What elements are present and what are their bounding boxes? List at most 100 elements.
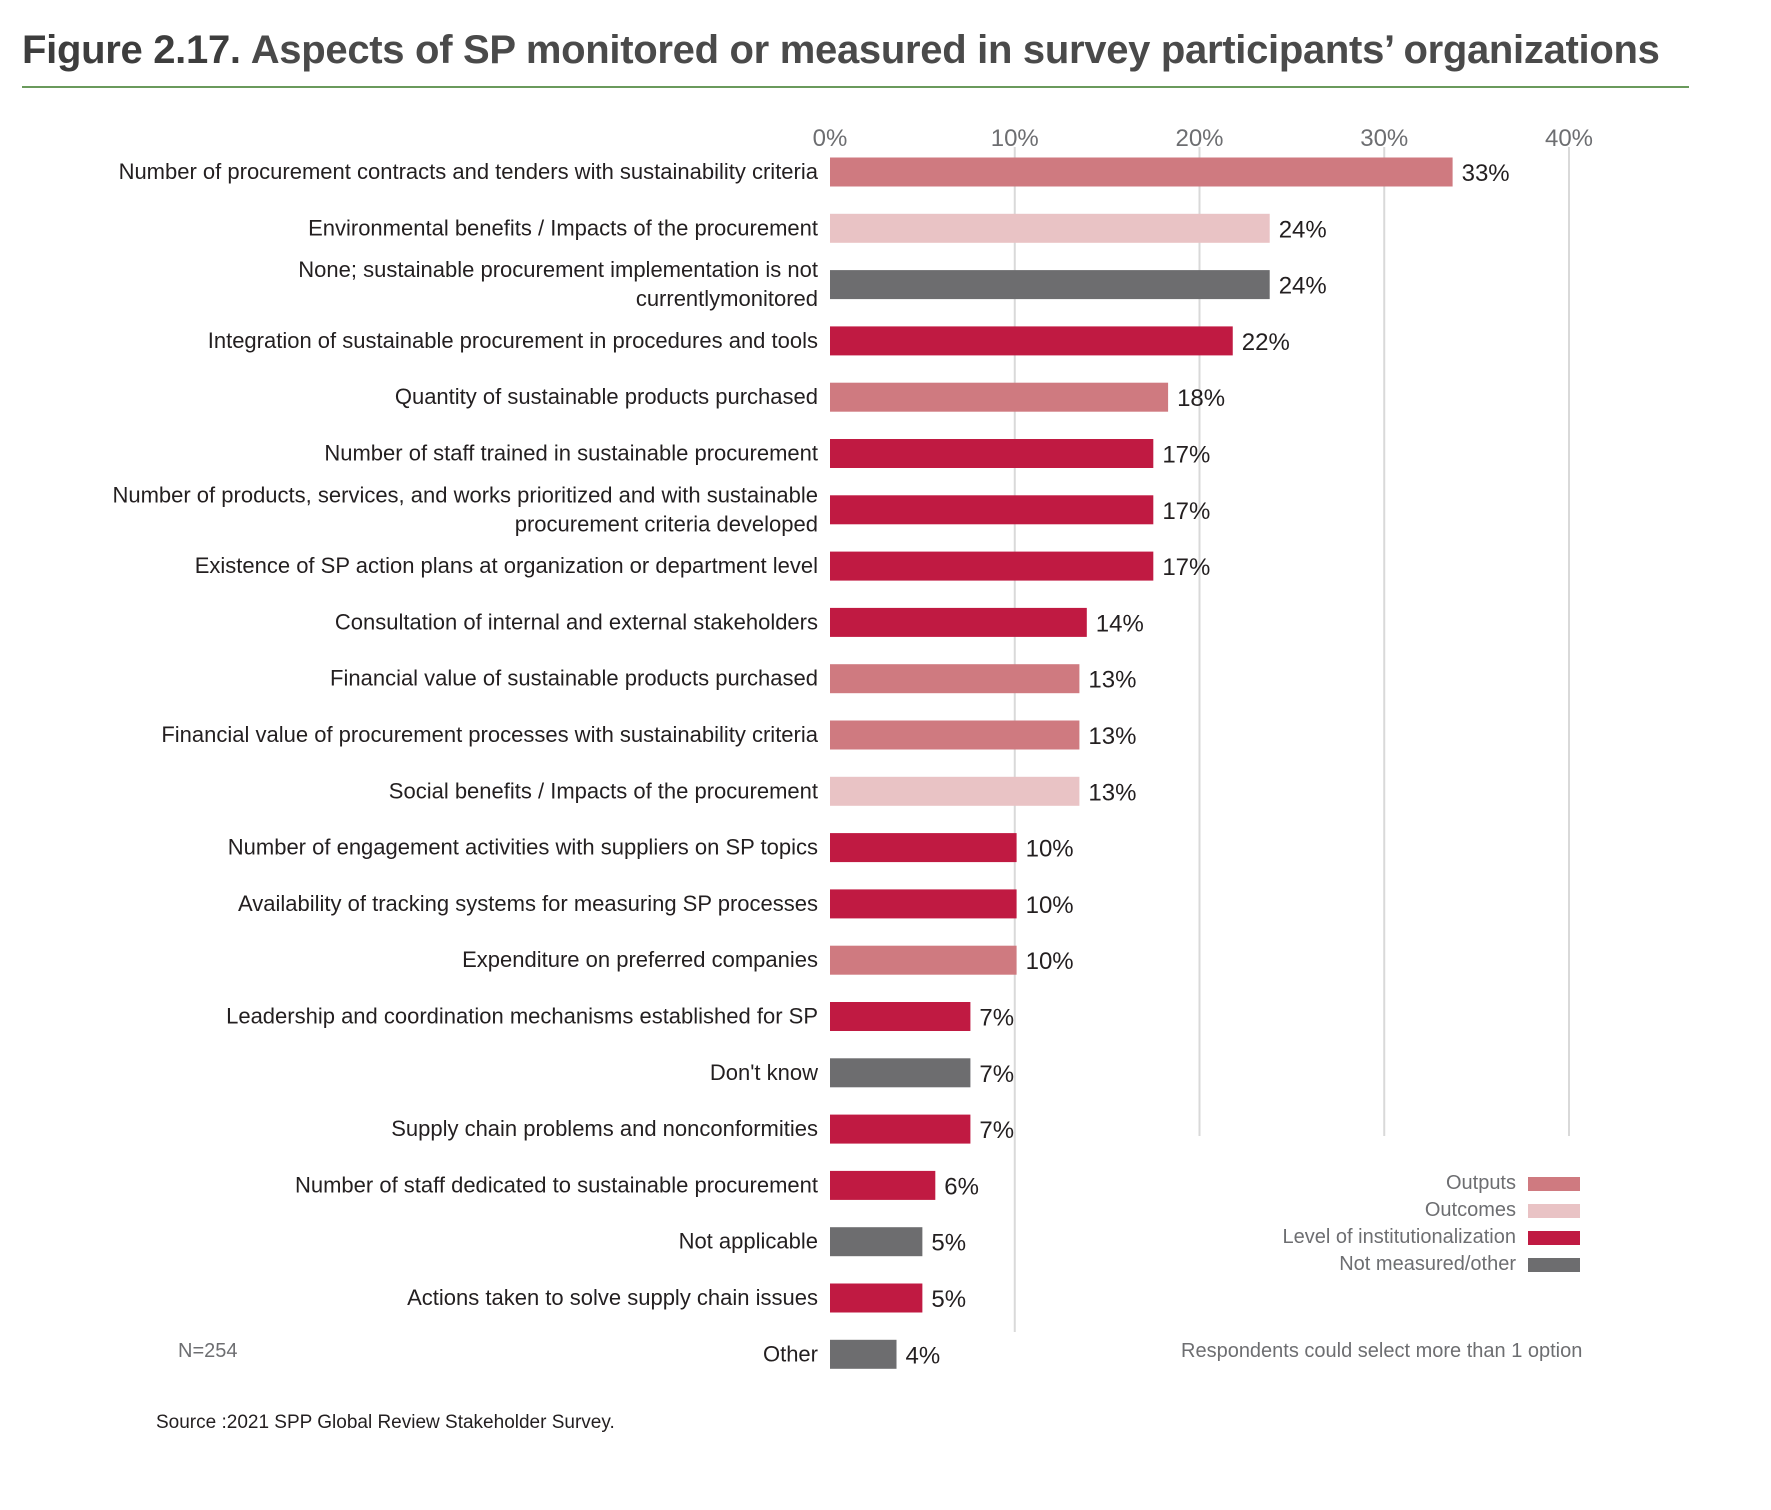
- category-label-line: Number of engagement activities with sup…: [228, 835, 818, 860]
- bar: [830, 1002, 971, 1031]
- value-label: 7%: [979, 1061, 1014, 1088]
- category-label: Social benefits / Impacts of the procure…: [389, 778, 818, 803]
- category-label-line: Quantity of sustainable products purchas…: [395, 384, 818, 409]
- value-label: 7%: [979, 1117, 1014, 1144]
- bar: [830, 1227, 923, 1257]
- category-label-line: Number of staff trained in sustainable p…: [324, 441, 818, 466]
- bar: [830, 495, 1154, 525]
- category-label: Integration of sustainable procurement i…: [208, 328, 818, 353]
- category-label-line: Supply chain problems and nonconformitie…: [391, 1116, 818, 1141]
- category-label: Financial value of procurement processes…: [161, 722, 818, 747]
- bar: [830, 607, 1087, 637]
- value-label: 18%: [1177, 385, 1225, 412]
- category-label-line: procurement criteria developed: [515, 511, 818, 536]
- bar-chart: 0% 10% 20% 30% 40% Number of procurement cont…: [112, 125, 1593, 1369]
- category-label-line: Integration of sustainable procurement i…: [208, 328, 818, 353]
- legend-label-outcomes: Outcomes: [1424, 1199, 1516, 1221]
- legend-label-outputs: Outputs: [1445, 1172, 1516, 1194]
- category-label: None; sustainable procurement implementa…: [298, 257, 818, 311]
- bar: [830, 1058, 971, 1088]
- category-label-line: Consultation of internal and external st…: [335, 609, 818, 634]
- value-label: 4%: [906, 1342, 941, 1369]
- category-label: Supply chain problems and nonconformitie…: [391, 1116, 818, 1141]
- source-note: Source :2021 SPP Global Review Stakehold…: [156, 1412, 615, 1433]
- value-label: 10%: [1026, 948, 1074, 975]
- bar: [830, 776, 1080, 806]
- bar: [830, 1114, 971, 1144]
- category-label: Financial value of sustainable products …: [330, 666, 818, 691]
- category-label-line: None; sustainable procurement implementa…: [298, 257, 818, 282]
- bar: [830, 157, 1453, 187]
- value-label: 14%: [1096, 610, 1144, 637]
- category-label: Number of procurement contracts and tend…: [119, 159, 819, 184]
- value-label: 22%: [1242, 329, 1290, 356]
- bar: [830, 551, 1154, 581]
- legend-swatch-institutionalization: [1528, 1230, 1580, 1245]
- value-label: 5%: [931, 1230, 966, 1257]
- value-label: 13%: [1088, 667, 1136, 694]
- bar: [830, 382, 1169, 412]
- title-divider: [22, 86, 1689, 88]
- legend-swatch-outcomes: [1528, 1203, 1580, 1218]
- value-label: 5%: [931, 1286, 966, 1313]
- category-label-line: Social benefits / Impacts of the procure…: [389, 778, 818, 803]
- x-tick-label: 10%: [991, 125, 1039, 152]
- value-label: 10%: [1026, 836, 1074, 863]
- category-label: Number of staff dedicated to sustainable…: [295, 1172, 818, 1197]
- category-label-line: Availability of tracking systems for mea…: [238, 891, 818, 916]
- chart-legend: Outputs Outcomes Level of institutionali…: [1200, 1170, 1580, 1278]
- value-label: 10%: [1026, 892, 1074, 919]
- category-label-line: Financial value of procurement processes…: [161, 722, 818, 747]
- category-label: Not applicable: [679, 1229, 818, 1254]
- category-label: Leadership and coordination mechanisms e…: [226, 1004, 818, 1029]
- category-label: Existence of SP action plans at organiza…: [195, 553, 818, 578]
- category-label: Actions taken to solve supply chain issu…: [407, 1285, 818, 1310]
- x-tick-label: 20%: [1175, 125, 1223, 152]
- bar: [830, 439, 1154, 468]
- bar: [830, 213, 1270, 243]
- sample-size-note: N=254: [178, 1340, 238, 1362]
- value-label: 13%: [1088, 779, 1136, 806]
- category-label-line: Number of staff dedicated to sustainable…: [295, 1172, 818, 1197]
- category-label-line: Environmental benefits / Impacts of the …: [308, 215, 818, 240]
- category-label-line: Number of products, services, and works …: [112, 482, 818, 507]
- value-label: 6%: [944, 1173, 979, 1200]
- category-label-line: Number of procurement contracts and tend…: [119, 159, 819, 184]
- legend-item-outcomes: Outcomes: [1200, 1197, 1580, 1224]
- legend-item-outputs: Outputs: [1200, 1170, 1580, 1197]
- category-label-line: Not applicable: [679, 1229, 818, 1254]
- category-label: Availability of tracking systems for mea…: [238, 891, 818, 916]
- category-label-line: Leadership and coordination mechanisms e…: [226, 1004, 818, 1029]
- value-label: 24%: [1279, 273, 1327, 300]
- bar: [830, 833, 1017, 863]
- legend-item-institutionalization: Level of institutionalization: [1200, 1224, 1580, 1251]
- value-label: 13%: [1088, 723, 1136, 750]
- legend-label-institutionalization: Level of institutionalization: [1282, 1226, 1516, 1248]
- figure-title-text: Aspects of SP monitored or measured in s…: [250, 28, 1660, 72]
- category-label: Number of staff trained in sustainable p…: [324, 441, 818, 466]
- bar: [830, 945, 1017, 975]
- x-tick-label: 40%: [1545, 125, 1593, 152]
- bar: [830, 1170, 936, 1200]
- category-label: Number of engagement activities with sup…: [228, 835, 818, 860]
- category-label: Quantity of sustainable products purchas…: [395, 384, 818, 409]
- bar: [830, 889, 1017, 919]
- bar: [830, 664, 1080, 694]
- category-label: Other: [763, 1341, 818, 1366]
- bar: [830, 1283, 923, 1313]
- value-label: 7%: [979, 1005, 1014, 1032]
- category-label: Don't know: [710, 1060, 818, 1085]
- category-label-line: Expenditure on preferred companies: [462, 947, 818, 972]
- category-label-line: currentlymonitored: [636, 286, 818, 311]
- legend-swatch-outputs: [1528, 1176, 1580, 1191]
- legend-swatch-not-measured: [1528, 1257, 1580, 1272]
- category-label-line: Don't know: [710, 1060, 818, 1085]
- value-label: 17%: [1162, 498, 1210, 525]
- category-label-line: Existence of SP action plans at organiza…: [195, 553, 818, 578]
- x-tick-label: 30%: [1360, 125, 1408, 152]
- bar: [830, 326, 1233, 356]
- figure-title: Figure 2.17. Aspects of SP monitored or m…: [22, 28, 1660, 73]
- value-label: 24%: [1279, 216, 1327, 243]
- multi-select-note: Respondents could select more than 1 opt…: [1181, 1340, 1583, 1362]
- category-label: Expenditure on preferred companies: [462, 947, 818, 972]
